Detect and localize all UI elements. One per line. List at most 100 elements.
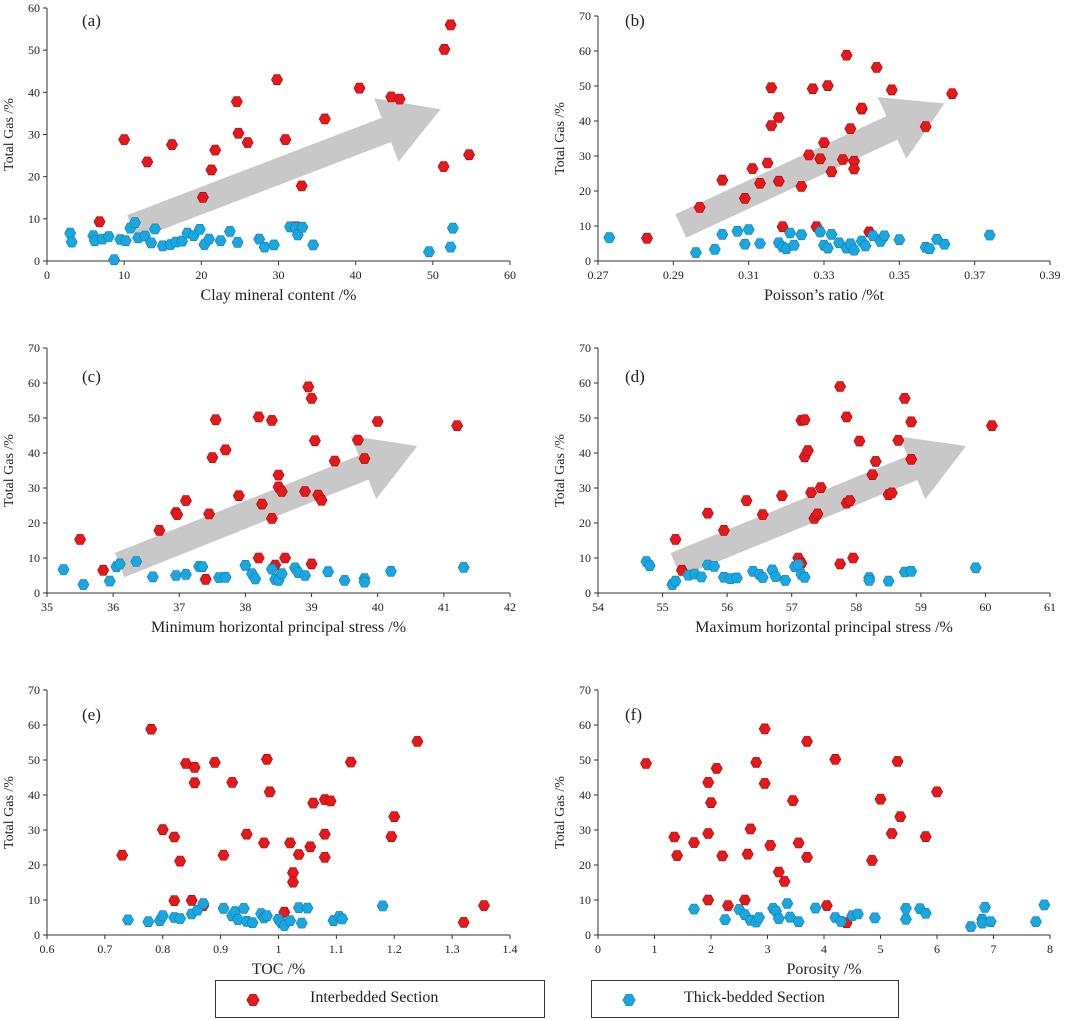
point-interbedded-e — [188, 777, 201, 789]
point-interbedded-f — [919, 831, 932, 843]
point-thick-a — [102, 231, 115, 242]
y-tick-label-a: 0 — [34, 254, 40, 268]
x-tick-label-a: 10 — [118, 268, 130, 282]
point-interbedded-f — [716, 850, 729, 862]
point-interbedded-a — [271, 74, 283, 85]
point-interbedded-d — [866, 469, 879, 481]
point-thick-e — [122, 914, 134, 926]
point-thick-c — [57, 564, 70, 575]
x-tick-label-d: 57 — [786, 600, 798, 614]
point-thick-a — [119, 235, 132, 247]
x-tick-label-f: 4 — [821, 942, 827, 956]
y-tick-label-a: 50 — [28, 43, 40, 57]
point-thick-c — [249, 573, 262, 585]
point-interbedded-e — [344, 756, 357, 768]
point-interbedded-f — [792, 837, 805, 849]
point-interbedded-e — [240, 828, 253, 840]
point-interbedded-f — [738, 894, 751, 906]
point-interbedded-e — [318, 828, 331, 840]
point-interbedded-d — [892, 435, 905, 446]
point-interbedded-e — [385, 831, 398, 843]
point-thick-c — [113, 558, 126, 570]
point-interbedded-c — [219, 444, 232, 456]
y-tick-label-d: 30 — [579, 481, 591, 495]
panel-e: 0.6 0.7 0.8 0.9 1 1.1 1.2 1.3 1.4 0 10 20 30 40 50 60 70… — [2, 683, 518, 978]
point-thick-e — [246, 917, 259, 929]
point-interbedded-f — [710, 763, 723, 774]
point-thick-f — [964, 921, 977, 932]
point-interbedded-f — [671, 850, 684, 861]
point-thick-b — [787, 239, 800, 251]
y-tick-label-c: 0 — [34, 586, 40, 600]
y-tick-label-d: 70 — [579, 341, 591, 355]
point-interbedded-b — [814, 153, 827, 165]
point-interbedded-a — [438, 43, 451, 55]
point-thick-d — [798, 571, 811, 583]
point-interbedded-e — [116, 849, 129, 861]
y-tick-label-f: 0 — [585, 928, 591, 942]
point-thick-b — [742, 224, 755, 235]
point-thick-b — [893, 234, 906, 245]
point-thick-d — [863, 575, 876, 586]
point-thick-f — [772, 913, 785, 924]
point-thick-c — [265, 563, 278, 575]
point-interbedded-e — [318, 851, 331, 863]
point-interbedded-c — [279, 552, 292, 564]
x-tick-label-f: 3 — [765, 942, 771, 956]
point-interbedded-d — [905, 453, 918, 465]
x-tick-label-b: 0.27 — [588, 268, 609, 282]
point-thick-a — [223, 226, 236, 237]
x-tick-label-d: 58 — [850, 600, 862, 614]
point-interbedded-f — [874, 793, 887, 805]
point-interbedded-f — [764, 840, 777, 851]
y-axis-label-b: Total Gas /% — [553, 102, 568, 175]
x-axis-label-d: Maximum horizontal principal stress /% — [695, 619, 953, 636]
x-tick-label-a: 60 — [504, 268, 516, 282]
point-interbedded-b — [746, 163, 759, 174]
point-thick-f — [753, 912, 765, 923]
y-tick-label-a: 60 — [28, 1, 40, 15]
point-interbedded-c — [209, 414, 222, 426]
point-interbedded-c — [203, 508, 216, 520]
point-interbedded-a — [118, 134, 131, 145]
point-interbedded-f — [931, 786, 943, 798]
point-thick-b — [938, 238, 951, 250]
y-tick-label-c: 20 — [28, 516, 40, 530]
point-thick-d — [779, 575, 792, 586]
y-tick-label-b: 50 — [579, 79, 591, 93]
point-interbedded-b — [946, 88, 959, 99]
point-thick-b — [689, 247, 702, 258]
point-interbedded-c — [232, 490, 245, 502]
point-interbedded-d — [985, 420, 998, 432]
point-interbedded-e — [457, 917, 470, 928]
point-interbedded-e — [287, 876, 299, 888]
point-interbedded-e — [287, 867, 299, 879]
point-thick-e — [295, 917, 308, 929]
point-thick-b — [983, 229, 996, 241]
point-interbedded-c — [272, 469, 285, 481]
point-interbedded-b — [844, 123, 857, 134]
point-thick-e — [237, 903, 250, 914]
point-interbedded-c — [275, 486, 288, 497]
point-interbedded-d — [869, 456, 882, 467]
y-tick-label-b: 30 — [579, 149, 591, 163]
point-thick-f — [792, 916, 805, 928]
point-interbedded-b — [772, 112, 785, 123]
x-tick-label-d: 55 — [657, 600, 669, 614]
x-tick-label-b: 0.39 — [1040, 268, 1061, 282]
panel-c: 35 36 37 38 39 40 41 42 0 10 20 30 40 50 60 70 Minimum h… — [2, 341, 516, 636]
point-interbedded-b — [919, 121, 932, 132]
point-thick-c — [103, 575, 116, 587]
point-thick-b — [708, 244, 721, 255]
point-thick-f — [688, 903, 700, 915]
point-thick-d — [669, 575, 682, 587]
point-interbedded-d — [834, 558, 847, 570]
point-interbedded-f — [786, 795, 799, 806]
panel-label-c: (c) — [82, 367, 101, 386]
x-tick-label-d: 54 — [592, 600, 604, 614]
point-thick-f — [984, 916, 997, 928]
y-tick-label-a: 30 — [28, 128, 40, 142]
y-tick-label-c: 40 — [28, 446, 40, 460]
x-tick-label-c: 35 — [41, 600, 53, 614]
